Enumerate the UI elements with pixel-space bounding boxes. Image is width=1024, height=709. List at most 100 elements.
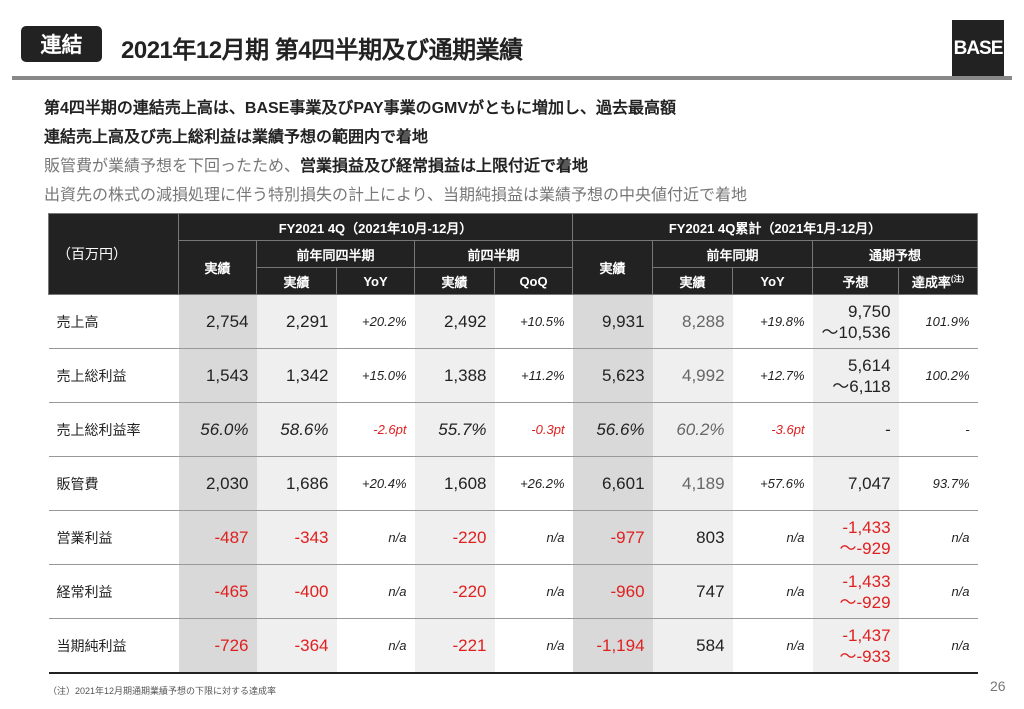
forecast-lower: -1,433 — [842, 571, 891, 591]
table-cell: 803 — [652, 510, 733, 565]
yoy-header: YoY — [336, 267, 415, 295]
summary-line: 連結売上高及び売上総利益は業績予想の範囲内で着地 — [44, 129, 429, 146]
base-logo: BASE — [952, 20, 1004, 78]
table-cell: +19.8% — [732, 294, 813, 349]
qoq-header: QoQ — [493, 267, 574, 295]
yoy-header: YoY — [732, 267, 814, 295]
table-cell: n/a — [494, 618, 573, 674]
table-row: 営業利益 -487 -343 n/a -220 n/a -977 803 n/a -1,433 ～-… — [48, 510, 978, 565]
forecast-upper: ～-929 — [839, 592, 891, 612]
table-cell: 584 — [652, 618, 733, 674]
forecast-upper: ～-933 — [839, 646, 891, 666]
table-cell: 56.0% — [178, 402, 257, 457]
summary-bold: 営業損益及び経常損益は上限付近で着地 — [300, 158, 589, 175]
unit-header: （百万円） — [48, 213, 179, 295]
table-cell: -487 — [178, 510, 257, 565]
forecast-header: 予想 — [812, 267, 900, 295]
table-cell: -1,437 ～-933 — [812, 618, 899, 674]
table-cell: 2,754 — [178, 294, 257, 349]
row-label: 営業利益 — [48, 510, 179, 565]
table-cell: n/a — [336, 618, 415, 674]
table-row: 当期純利益 -726 -364 n/a -221 n/a -1,194 584 n/a -1,43… — [48, 618, 978, 674]
table-cell: n/a — [732, 510, 813, 565]
quarter-actual-header: 実績 — [178, 240, 257, 295]
summary-line: 出資先の株式の減損処理に伴う特別損失の計上により、当期純損益は業績予想の中央値付… — [44, 187, 748, 204]
table-cell: -977 — [572, 510, 653, 565]
cumulative-actual-header: 実績 — [572, 240, 654, 295]
note-mark: (注) — [950, 274, 965, 284]
table-row: 経常利益 -465 -400 n/a -220 n/a -960 747 n/a -1,433 ～-… — [48, 564, 978, 619]
table-cell: -343 — [256, 510, 337, 565]
table-cell: n/a — [336, 510, 415, 565]
table-cell: -2.6pt — [336, 402, 415, 457]
table-cell: +15.0% — [336, 348, 415, 403]
table-cell: 1,388 — [414, 348, 495, 403]
table-cell: 5,623 — [572, 348, 653, 403]
table-cell: 5,614 ～6,118 — [812, 348, 899, 403]
table-cell: 2,030 — [178, 456, 257, 511]
achievement-header: 達成率(注) — [898, 267, 979, 295]
table-cell: n/a — [336, 564, 415, 619]
table-cell: 9,750 ～10,536 — [812, 294, 899, 349]
table-cell: -960 — [572, 564, 653, 619]
table-cell: 9,931 — [572, 294, 653, 349]
table-cell: n/a — [732, 618, 813, 674]
table-cell: -0.3pt — [494, 402, 573, 457]
results-table: （百万円） FY2021 4Q（2021年10月-12月） FY2021 4Q累… — [48, 213, 979, 674]
table-row: 売上総利益 1,543 1,342 +15.0% 1,388 +11.2% 5,623 4,9… — [48, 348, 978, 403]
table-cell: n/a — [494, 510, 573, 565]
prev-year-quarter-header: 前年同四半期 — [256, 240, 415, 268]
table-cell: +26.2% — [494, 456, 573, 511]
row-label: 経常利益 — [48, 564, 179, 619]
consolidated-badge: 連結 — [21, 26, 102, 62]
table-cell: 1,608 — [414, 456, 495, 511]
prev-year-header: 前年同期 — [652, 240, 814, 268]
table-row: 売上高 2,754 2,291 +20.2% 2,492 +10.5% 9,931 8,288… — [48, 294, 978, 349]
table-cell: 2,492 — [414, 294, 495, 349]
summary-bullets: 第4四半期の連結売上高は、BASE事業及びPAY事業のGMVがともに増加し、過去… — [44, 94, 747, 210]
cumulative-group-header: FY2021 4Q累計（2021年1月-12月） — [572, 213, 979, 241]
forecast-upper: ～6,118 — [832, 376, 891, 396]
table-cell: 6,601 — [572, 456, 653, 511]
row-label: 売上総利益 — [48, 348, 179, 403]
table-cell: - — [812, 402, 899, 457]
summary-plain: 販管費が業績予想を下回ったため、 — [44, 158, 301, 175]
table-cell: 56.6% — [572, 402, 653, 457]
table-cell: +12.7% — [732, 348, 813, 403]
table-cell: +20.2% — [336, 294, 415, 349]
forecast-lower: 9,750 — [848, 301, 891, 321]
table-cell: -1,433 ～-929 — [812, 564, 899, 619]
table-body: 売上高 2,754 2,291 +20.2% 2,492 +10.5% 9,931 8,288… — [48, 294, 978, 674]
table-cell: -726 — [178, 618, 257, 674]
prev-quarter-header: 前四半期 — [413, 240, 574, 268]
footnote: （注）2021年12月期通期業績予想の下限に対する達成率 — [48, 686, 277, 696]
table-cell: 8,288 — [652, 294, 733, 349]
table-cell: -221 — [414, 618, 495, 674]
table-cell: -3.6pt — [732, 402, 813, 457]
table-cell: 101.9% — [898, 294, 978, 349]
table-cell: +11.2% — [494, 348, 573, 403]
row-label: 売上総利益率 — [48, 402, 179, 457]
summary-line: 販管費が業績予想を下回ったため、営業損益及び経常損益は上限付近で着地 — [44, 152, 747, 181]
forecast-lower: -1,437 — [842, 625, 891, 645]
table-cell: n/a — [732, 564, 813, 619]
row-label: 当期純利益 — [48, 618, 179, 674]
table-cell: 4,992 — [652, 348, 733, 403]
table-cell: 60.2% — [652, 402, 733, 457]
table-cell: -1,433 ～-929 — [812, 510, 899, 565]
table-cell: +10.5% — [494, 294, 573, 349]
table-cell: 747 — [652, 564, 733, 619]
table-cell: 7,047 — [812, 456, 899, 511]
sub-actual-header: 実績 — [414, 267, 495, 295]
table-cell: 55.7% — [414, 402, 495, 457]
table-cell: 2,291 — [256, 294, 337, 349]
forecast-group-header: 通期予想 — [812, 240, 979, 268]
page-number: 26 — [990, 678, 1006, 694]
page-title: 2021年12月期 第4四半期及び通期業績 — [121, 37, 523, 64]
table-cell: -465 — [178, 564, 257, 619]
forecast-lower: -1,433 — [842, 517, 891, 537]
table-cell: -364 — [256, 618, 337, 674]
table-cell: -220 — [414, 564, 495, 619]
sub-actual-header: 実績 — [256, 267, 337, 295]
quarter-group-header: FY2021 4Q（2021年10月-12月） — [177, 213, 574, 241]
